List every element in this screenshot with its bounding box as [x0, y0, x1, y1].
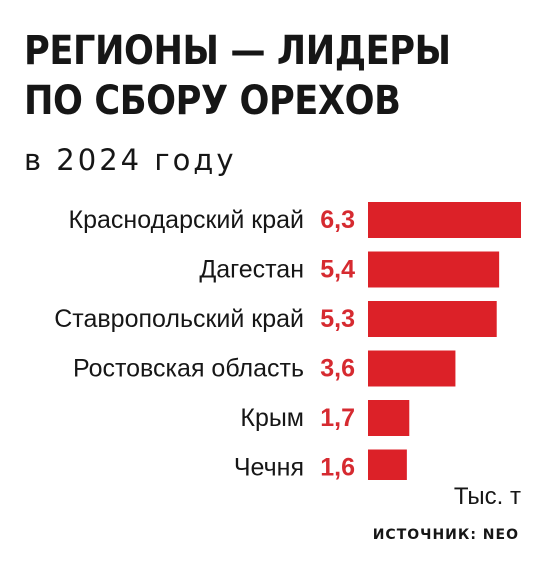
bar-chart: 6,3 Краснодарский край 5,4 Дагестан 5,3 Ставр…	[54, 202, 521, 481]
category-label-4: Ростовская область	[73, 355, 304, 383]
chart-title: РЕГИОНЫ — ЛИДЕРЫ ПО СБОРУ ОРЕХОВ	[24, 26, 451, 126]
chart-title-line-1: РЕГИОНЫ — ЛИДЕРЫ	[24, 28, 451, 74]
chart-subtitle: в 2024 году	[24, 143, 237, 177]
bar-5	[368, 400, 410, 436]
value-label-5: 1,7	[320, 404, 355, 432]
bar-4	[368, 350, 456, 387]
bar-6	[368, 449, 407, 480]
category-label-3: Ставропольский край	[54, 305, 304, 333]
value-label-2: 5,4	[320, 256, 355, 284]
category-label-5: Крым	[240, 404, 304, 432]
value-label-4: 3,6	[320, 355, 355, 383]
value-label-6: 1,6	[320, 454, 355, 481]
category-label-6: Чечня	[234, 454, 304, 481]
chart-title-line-2: ПО СБОРУ ОРЕХОВ	[24, 78, 401, 124]
category-label-1: Краснодарский край	[69, 206, 304, 234]
value-label-3: 5,3	[320, 305, 355, 333]
bar-3	[368, 301, 497, 337]
value-label-1: 6,3	[320, 206, 355, 234]
bar-2	[368, 251, 500, 288]
bar-1	[368, 202, 521, 238]
source-note: ИСТОЧНИК: NEO	[372, 527, 519, 543]
category-label-2: Дагестан	[199, 256, 304, 284]
unit-label: Тыс. т	[453, 483, 521, 510]
